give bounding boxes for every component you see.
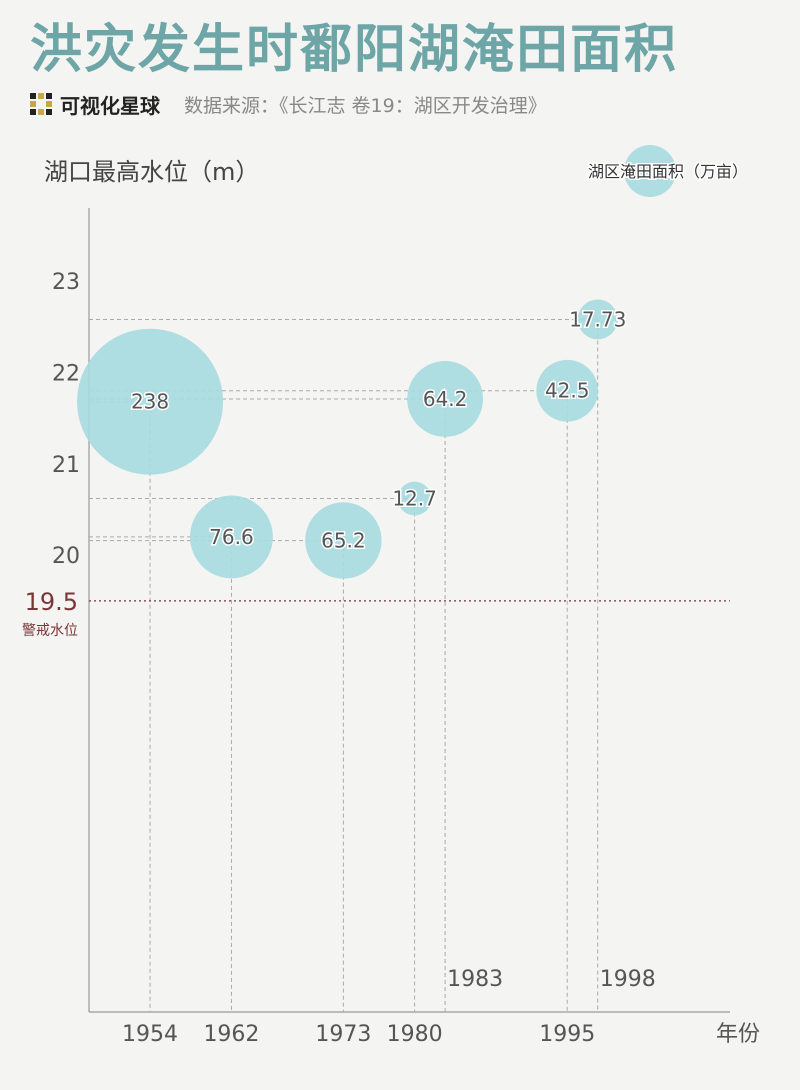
chart-title: 洪灾发生时鄱阳湖淹田面积 (30, 20, 679, 80)
bubble-label: 76.6 (209, 525, 254, 549)
x-tick-label: 1998 (600, 967, 656, 992)
data-source: 数据来源：《长江志 卷19：湖区开发治理》 (184, 94, 547, 117)
brand-logo-icon (30, 93, 52, 115)
y-tick-label: 21 (52, 453, 80, 478)
x-axis-label: 年份 (716, 1022, 760, 1047)
x-tick-label: 1962 (203, 1022, 259, 1047)
legend-label: 湖区淹田面积（万亩） (588, 162, 748, 181)
bubble (577, 299, 618, 340)
y-tick-label: 22 (52, 361, 80, 386)
x-tick-label: 1973 (315, 1022, 371, 1047)
x-tick-label: 1983 (447, 967, 503, 992)
brand-row: 可视化星球 数据来源：《长江志 卷19：湖区开发治理》 (30, 90, 547, 118)
warning-value: 19.5 (25, 588, 78, 616)
bubble-label: 42.5 (545, 379, 590, 403)
bubble-label: 64.2 (423, 387, 468, 411)
bubble (77, 328, 224, 475)
y-axis-label: 湖口最高水位（m） (44, 158, 259, 186)
y-tick-label: 20 (52, 544, 80, 569)
y-tick-label: 23 (52, 270, 80, 295)
bubble-label: 17.73 (569, 307, 626, 331)
bubble (190, 495, 273, 579)
bubble (407, 361, 484, 437)
x-tick-label: 1995 (539, 1022, 595, 1047)
x-tick-label: 1980 (387, 1022, 443, 1047)
brand-name: 可视化星球 (60, 93, 160, 118)
bubble-label: 238 (131, 390, 169, 414)
bubble (536, 359, 599, 422)
bubble-label: 12.7 (392, 487, 437, 511)
bubble (397, 481, 432, 516)
bubble (305, 502, 382, 579)
bubble-label: 65.2 (321, 529, 366, 553)
x-tick-label: 1954 (122, 1022, 178, 1047)
warning-label: 警戒水位 (22, 623, 78, 639)
legend-bubble (624, 145, 676, 197)
